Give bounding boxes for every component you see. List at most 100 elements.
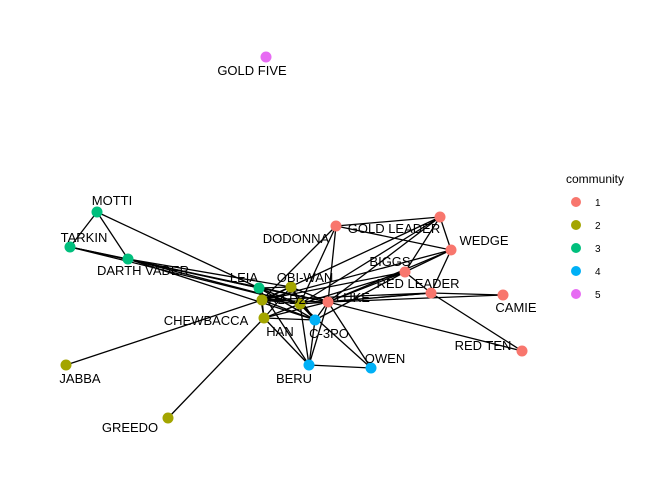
node-label-r2-d2: R2-D2 [268, 292, 306, 307]
legend-label-3: 3 [595, 244, 601, 255]
edge-wedge-biggs [404, 249, 452, 273]
node-beru [303, 359, 315, 371]
edge-red-leader-red-ten [430, 292, 523, 352]
node-label-beru: BERU [276, 371, 312, 386]
node-label-wedge: WEDGE [459, 233, 508, 248]
node-red-leader [425, 287, 437, 299]
node-camie [497, 289, 509, 301]
edge-han-red-leader [261, 292, 432, 301]
node-motti [91, 206, 103, 218]
legend-label-5: 5 [595, 290, 601, 301]
legend-swatch-5 [571, 289, 581, 299]
edge-leia-luke [258, 287, 329, 303]
edge-chewbacca-beru [263, 317, 310, 366]
node-luke [322, 296, 334, 308]
node-label-jabba: JABBA [59, 371, 101, 386]
node-label-leia: LEIA [230, 270, 259, 285]
edge-r2-d2-owen [299, 303, 372, 369]
edge-c-3po-beru [308, 319, 316, 366]
edge-obi-wan-chewbacca [263, 286, 292, 319]
legend-title: community [566, 172, 624, 186]
edge-luke-red-leader [327, 292, 432, 303]
node-jabba [60, 359, 72, 371]
legend-item-1: 1 [571, 197, 601, 209]
edge-beru-owen [308, 364, 372, 369]
edge-han-dodonna [261, 225, 337, 301]
edge-r2-d2-chewbacca [263, 303, 301, 319]
node-label-darth-vader: DARTH VADER [97, 263, 189, 278]
node-han [256, 294, 268, 306]
node-biggs [399, 266, 411, 278]
edge-r2-d2-beru [299, 303, 310, 366]
legend-label-4: 4 [595, 267, 601, 278]
edge-motti-tarkin [69, 211, 98, 248]
edge-motti-leia [96, 211, 260, 289]
edge-biggs-c-3po [314, 271, 406, 321]
legend-swatch-3 [571, 243, 581, 253]
edge-han-jabba [65, 299, 263, 366]
legend-item-3: 3 [571, 243, 601, 255]
edge-motti-darth-vader [96, 211, 129, 260]
edge-han-luke [261, 299, 329, 303]
legend-item-5: 5 [571, 289, 601, 301]
edge-luke-red-ten [327, 301, 523, 352]
node-darth-vader [122, 253, 134, 265]
edge-red-leader-camie [430, 292, 504, 296]
edge-luke-camie [327, 294, 504, 303]
node-label-owen: OWEN [365, 351, 405, 366]
node-label-chewbacca: CHEWBACCA [164, 313, 249, 328]
legend-item-2: 2 [571, 220, 601, 232]
edge-han-c-3po [261, 299, 316, 321]
node-leia [253, 282, 265, 294]
node-tarkin [64, 241, 76, 253]
node-red-ten [516, 345, 528, 357]
node-label-obi-wan: OBI-WAN [277, 270, 334, 285]
nodes-layer [60, 51, 528, 424]
node-wedge [445, 244, 457, 256]
edge-dodonna-wedge [335, 225, 452, 251]
legend: community 1 2 3 4 5 [566, 172, 624, 301]
node-label-gold-leader: GOLD LEADER [348, 221, 440, 236]
edge-han-biggs [261, 271, 406, 301]
edge-luke-owen [327, 301, 372, 369]
node-label-dodonna: DODONNA [263, 231, 330, 246]
edge-darth-vader-leia [127, 258, 260, 289]
edge-dodonna-gold-leader [335, 216, 441, 227]
edge-biggs-red-leader [404, 271, 432, 294]
node-label-han: HAN [266, 324, 293, 339]
legend-swatch-1 [571, 197, 581, 207]
node-greedo [162, 412, 174, 424]
legend-swatch-2 [571, 220, 581, 230]
node-dodonna [330, 220, 342, 232]
edge-luke-beru [308, 301, 329, 366]
legend-swatch-4 [571, 266, 581, 276]
legend-item-4: 4 [571, 266, 601, 278]
node-gold-five [260, 51, 272, 63]
node-chewbacca [258, 312, 270, 324]
node-c-3po [309, 314, 321, 326]
legend-label-1: 1 [595, 198, 601, 209]
node-label-luke: LUKE [336, 290, 370, 305]
edge-wedge-red-leader [430, 249, 452, 294]
edge-gold-leader-wedge [439, 216, 452, 251]
node-label-motti: MOTTI [92, 193, 132, 208]
node-label-biggs: BIGGS [369, 254, 411, 269]
edge-chewbacca-luke [263, 301, 329, 319]
edge-r2-d2-gold-leader [299, 216, 441, 305]
node-label-red-leader: RED LEADER [376, 276, 459, 291]
node-gold-leader [434, 211, 446, 223]
edge-darth-vader-obi-wan [127, 258, 292, 288]
labels-layer: GOLD FIVE MOTTI TARKIN DARTH VADER LEIA OBI-W… [59, 63, 537, 435]
edge-gold-leader-biggs [404, 216, 441, 273]
node-owen [365, 362, 377, 374]
node-r2-d2 [294, 298, 306, 310]
edge-obi-wan-luke [290, 286, 329, 303]
node-label-greedo: GREEDO [102, 420, 158, 435]
node-obi-wan [285, 281, 297, 293]
edge-luke-dodonna [327, 225, 337, 303]
edge-luke-biggs [327, 271, 406, 303]
node-label-red-ten: RED TEN [455, 338, 512, 353]
edge-luke-gold-leader [327, 216, 441, 303]
node-label-c-3po: C-3PO [309, 326, 349, 341]
